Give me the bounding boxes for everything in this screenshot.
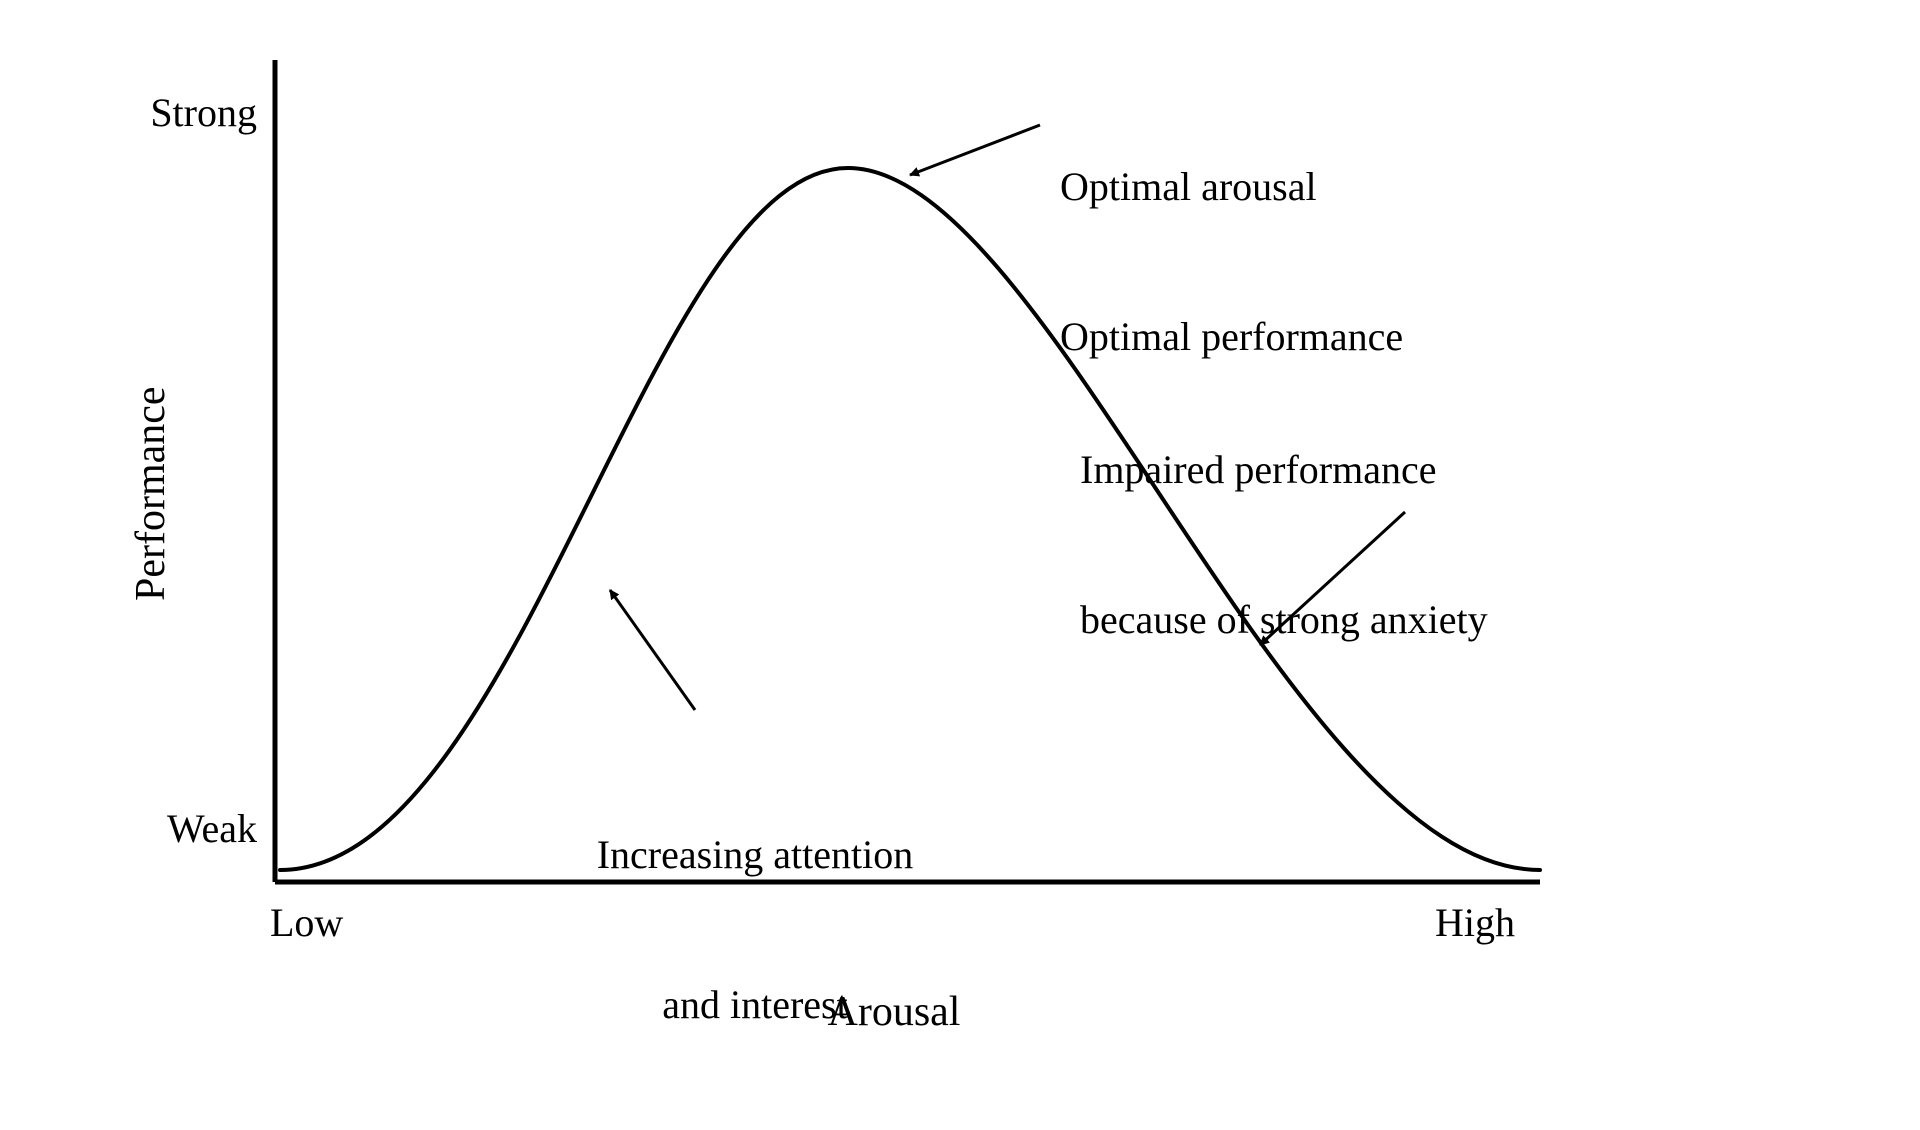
annotation-impaired: Impaired performance because of strong a…: [1080, 345, 1488, 745]
annotation-increasing-line1: Increasing attention: [545, 830, 965, 880]
annotation-increasing-line2: and interest: [545, 980, 965, 1030]
x-tick-high: High: [1435, 898, 1515, 948]
optimal-arrow: [910, 125, 1040, 175]
annotation-optimal-line1: Optimal arousal: [1060, 162, 1403, 212]
y-axis-title: Performance: [125, 386, 178, 601]
increasing-arrow: [610, 590, 695, 710]
annotation-increasing: Increasing attention and interest: [545, 730, 965, 1130]
annotation-impaired-line2: because of strong anxiety: [1080, 595, 1488, 645]
y-tick-weak: Weak: [167, 804, 257, 854]
x-tick-low: Low: [270, 898, 343, 948]
diagram-container: Strong Weak Low High Arousal Performance…: [0, 0, 1920, 1092]
annotation-impaired-line1: Impaired performance: [1080, 445, 1488, 495]
y-tick-strong: Strong: [150, 88, 257, 138]
